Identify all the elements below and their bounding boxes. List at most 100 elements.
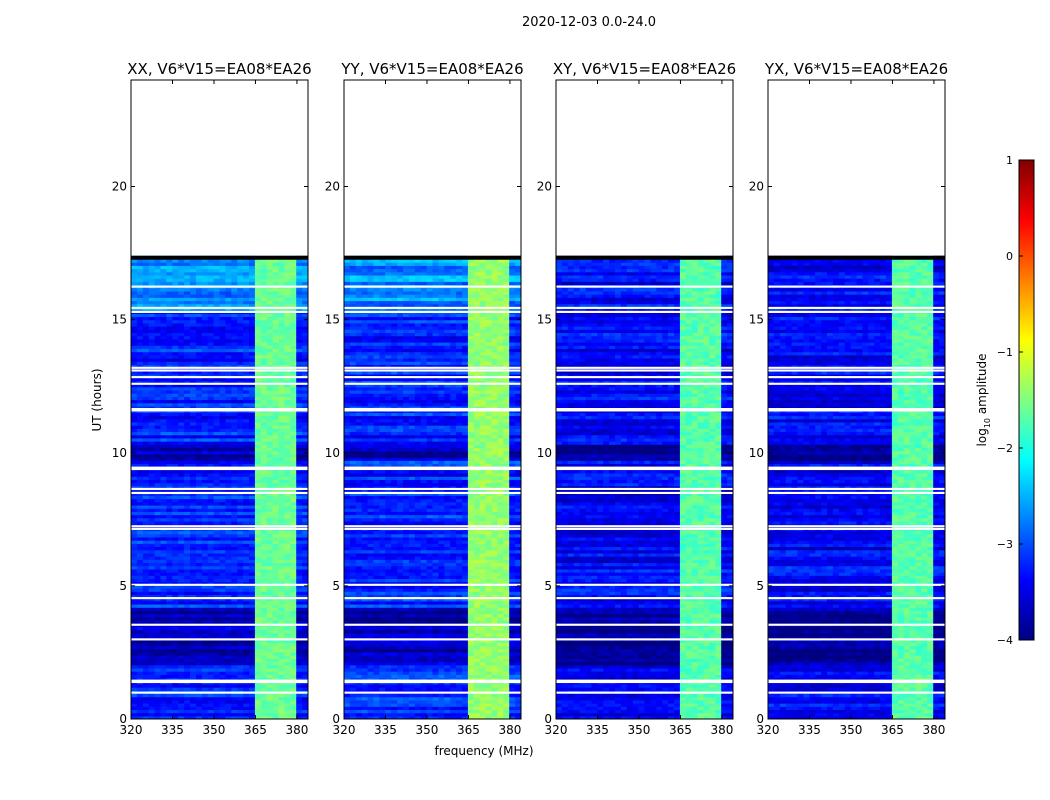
colorbar-tick-label: −4 bbox=[997, 634, 1013, 647]
panel-yy: YY, V6*V15=EA08*EA26 320 335 350 365 380 0 5 10 1… bbox=[325, 60, 524, 737]
flagged-row bbox=[344, 680, 521, 684]
flagged-row bbox=[344, 597, 521, 600]
flagged-row bbox=[131, 583, 308, 586]
y-tick-label: 10 bbox=[537, 446, 552, 460]
panel-title: YY, V6*V15=EA08*EA26 bbox=[340, 60, 523, 78]
flagged-row bbox=[131, 638, 308, 641]
flagged-row bbox=[556, 691, 733, 694]
x-tick-label: 350 bbox=[628, 723, 651, 737]
y-tick-label: 20 bbox=[537, 180, 552, 194]
flagged-row bbox=[344, 525, 521, 528]
flagged-row bbox=[556, 409, 733, 412]
y-tick-label: 5 bbox=[756, 579, 764, 593]
flagged-row bbox=[556, 376, 733, 379]
y-tick-label: 0 bbox=[119, 712, 127, 726]
flagged-row bbox=[768, 466, 945, 469]
colorbar-tick-label: −1 bbox=[997, 346, 1013, 359]
flagged-row bbox=[131, 466, 308, 469]
flagged-row bbox=[556, 623, 733, 626]
flagged-row bbox=[556, 525, 733, 528]
flagged-row bbox=[131, 679, 308, 682]
x-tick-label: 365 bbox=[669, 723, 692, 737]
flagged-row bbox=[131, 376, 308, 379]
flagged-row bbox=[344, 366, 521, 369]
x-axis-label: frequency (MHz) bbox=[434, 744, 533, 758]
panel-frame bbox=[767, 79, 946, 720]
y-tick-label: 5 bbox=[119, 579, 127, 593]
flagged-row bbox=[131, 527, 308, 530]
x-tick-label: 365 bbox=[457, 723, 480, 737]
flagged-row bbox=[768, 369, 945, 372]
flagged-row bbox=[344, 409, 521, 412]
flagged-row bbox=[556, 466, 733, 469]
flagged-row bbox=[556, 638, 733, 641]
spectrogram-image bbox=[344, 255, 521, 719]
flagged-row bbox=[344, 310, 521, 313]
x-tick-label: 350 bbox=[416, 723, 439, 737]
flagged-row bbox=[344, 679, 521, 682]
y-tick-label: 20 bbox=[749, 180, 764, 194]
x-tick-label: 320 bbox=[333, 723, 356, 737]
flagged-row bbox=[556, 366, 733, 369]
panels-group: XX, V6*V15=EA08*EA26 320 335 350 365 380 0 5 10 1… bbox=[112, 60, 948, 737]
flagged-row bbox=[131, 306, 308, 309]
flagged-row bbox=[556, 285, 733, 288]
flagged-row bbox=[768, 467, 945, 471]
x-tick-label: 320 bbox=[545, 723, 568, 737]
x-tick-label: 365 bbox=[881, 723, 904, 737]
figure-suptitle: 2020-12-03 0.0-24.0 bbox=[522, 15, 656, 30]
flagged-row bbox=[131, 310, 308, 313]
flagged-row bbox=[131, 369, 308, 372]
panel-frame bbox=[130, 79, 309, 720]
flagged-row bbox=[556, 467, 733, 471]
y-tick-label: 10 bbox=[325, 446, 340, 460]
colorbar-tick-label: 0 bbox=[1006, 250, 1013, 263]
flagged-row bbox=[768, 285, 945, 288]
panel-frame bbox=[555, 79, 734, 720]
flagged-row bbox=[768, 382, 945, 385]
flagged-row bbox=[344, 691, 521, 694]
flagged-row bbox=[556, 369, 733, 372]
panel-title: YX, V6*V15=EA08*EA26 bbox=[764, 60, 948, 78]
x-tick-label: 335 bbox=[161, 723, 184, 737]
flagged-row bbox=[768, 366, 945, 369]
x-tick-label: 320 bbox=[757, 723, 780, 737]
flagged-row bbox=[768, 409, 945, 412]
x-tick-label: 350 bbox=[840, 723, 863, 737]
colorbar-gradient bbox=[1018, 159, 1035, 641]
colorbar-tick-label: 1 bbox=[1006, 154, 1013, 167]
flagged-row bbox=[768, 623, 945, 626]
flagged-row bbox=[344, 369, 521, 372]
flagged-row bbox=[556, 306, 733, 309]
data-end-line bbox=[768, 255, 945, 260]
colorbar: 1 0 −1 −2 −3 −4 log10 amplitude bbox=[975, 154, 1035, 647]
panel-title: XY, V6*V15=EA08*EA26 bbox=[553, 60, 736, 78]
flagged-row bbox=[344, 467, 521, 471]
colorbar-label: log10 amplitude bbox=[975, 354, 992, 447]
flagged-row bbox=[556, 680, 733, 684]
x-tick-label: 380 bbox=[498, 723, 521, 737]
flagged-row bbox=[344, 466, 521, 469]
panel-yx: YX, V6*V15=EA08*EA26 320 335 350 365 380 0 5 10 1… bbox=[749, 60, 948, 737]
flagged-row bbox=[344, 491, 521, 495]
y-tick-label: 0 bbox=[544, 712, 552, 726]
x-tick-label: 335 bbox=[374, 723, 397, 737]
flagged-row bbox=[556, 310, 733, 313]
flagged-row bbox=[768, 583, 945, 586]
flagged-row bbox=[768, 527, 945, 530]
flagged-row bbox=[556, 583, 733, 586]
flagged-row bbox=[344, 408, 521, 411]
flagged-row bbox=[131, 467, 308, 471]
flagged-row bbox=[131, 285, 308, 288]
x-tick-label: 335 bbox=[586, 723, 609, 737]
flagged-row bbox=[768, 679, 945, 682]
flagged-row bbox=[768, 408, 945, 411]
y-tick-label: 15 bbox=[325, 313, 340, 327]
panel-xy: XY, V6*V15=EA08*EA26 320 335 350 365 380 0 5 10 1… bbox=[537, 60, 736, 737]
flagged-row bbox=[131, 382, 308, 385]
flagged-row bbox=[131, 366, 308, 369]
flagged-row bbox=[768, 376, 945, 379]
y-tick-label: 15 bbox=[537, 313, 552, 327]
x-tick-label: 350 bbox=[203, 723, 226, 737]
flagged-row bbox=[556, 408, 733, 411]
